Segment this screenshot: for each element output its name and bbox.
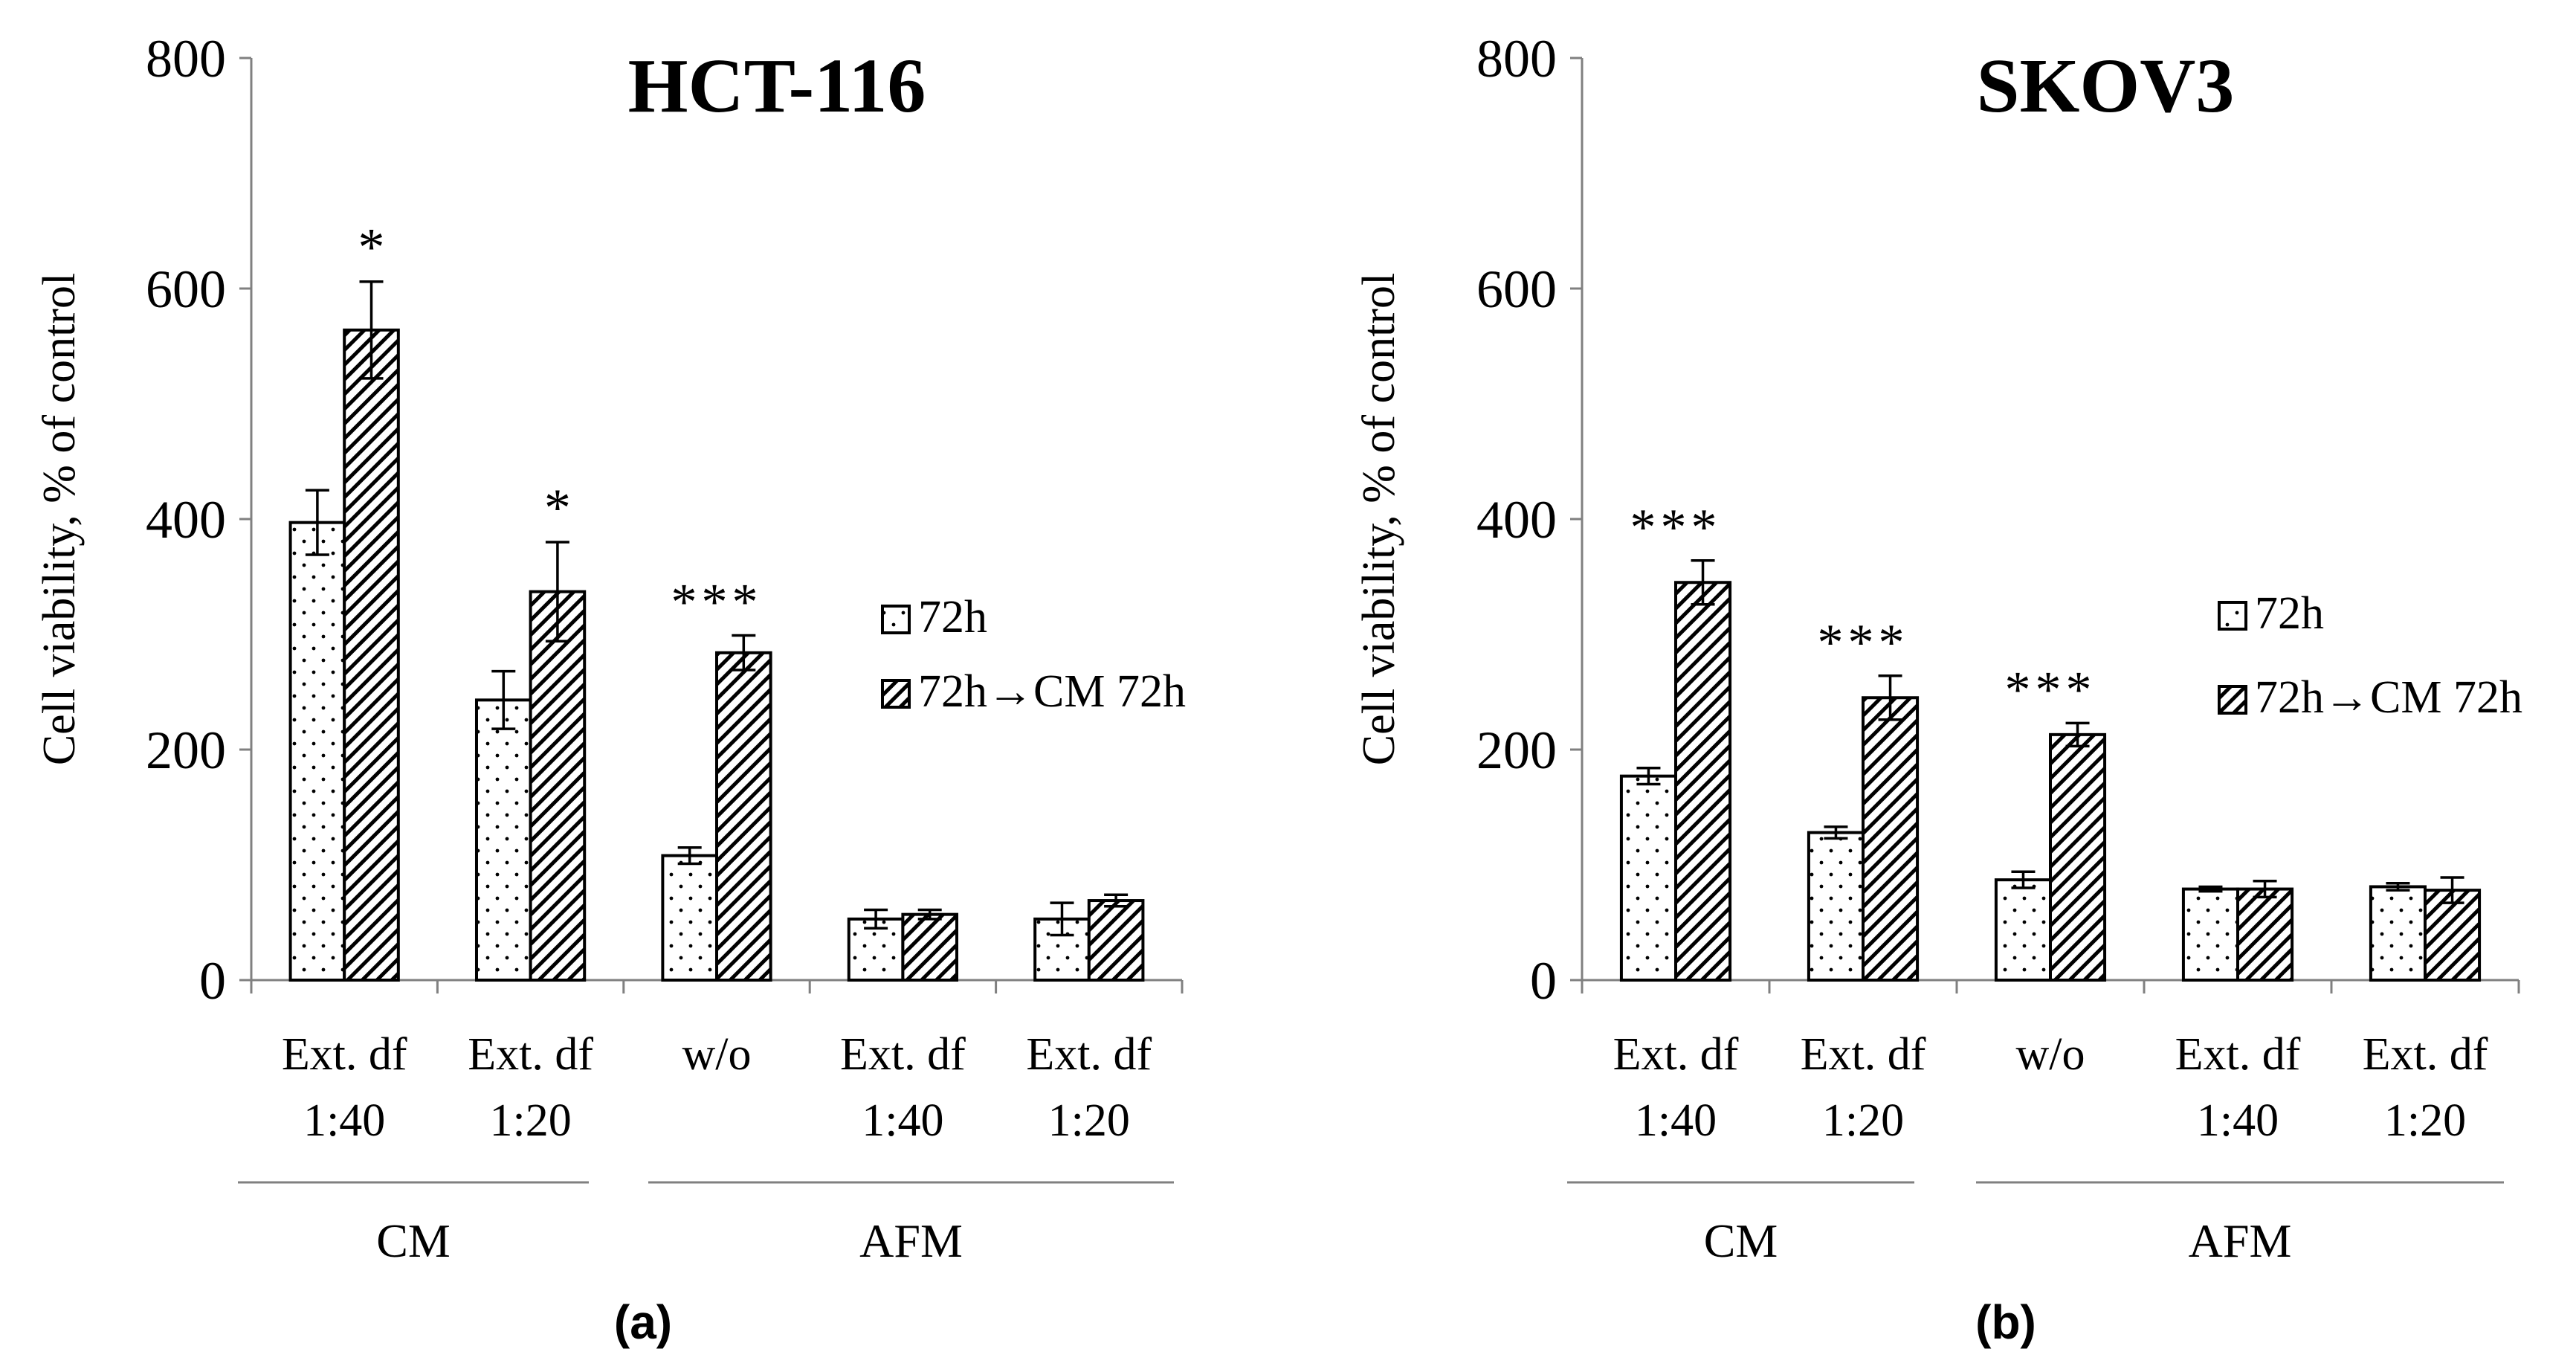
bar (1994, 878, 2052, 982)
category-label-line1: w/o (2016, 1029, 2085, 1080)
bar (1674, 581, 1732, 982)
significance-annotation: * (358, 218, 385, 277)
bar (661, 854, 718, 982)
y-tick-label: 200 (1476, 721, 1557, 780)
category-label-line2: 1:20 (2384, 1095, 2466, 1146)
y-tick-label: 600 (1476, 260, 1557, 319)
group-label: CM (376, 1214, 451, 1267)
chart-panel-a: 0 200 400 600 800 Ext. df 1:40 Ext. df 1:20 w/o Ex… (34, 29, 1186, 1349)
category-label-line2: 1:20 (1822, 1095, 1904, 1146)
significance-annotation: * (544, 478, 571, 538)
category-label-line1: Ext. df (1026, 1029, 1152, 1080)
y-tick-label: 0 (1530, 951, 1557, 1011)
group-label: CM (1704, 1214, 1778, 1267)
bar (1619, 774, 1677, 982)
category-label-line2: 1:40 (1635, 1095, 1717, 1146)
legend-swatch (881, 679, 911, 709)
category-label-line1: Ext. df (1613, 1029, 1739, 1080)
category-label-line2: 1:40 (303, 1095, 385, 1146)
bar (2181, 887, 2239, 982)
bar (2049, 732, 2107, 982)
category-label-line1: w/o (682, 1029, 752, 1080)
y-tick-label: 200 (146, 721, 226, 780)
legend-entry-label: 72h→CM 72h (2255, 672, 2522, 723)
category-label-line1: Ext. df (1801, 1029, 1926, 1080)
legend-entry-label: 72h (918, 592, 987, 642)
bar (343, 328, 400, 982)
chart-title: SKOV3 (1977, 43, 2235, 129)
significance-annotation: *** (2005, 661, 2096, 718)
legend-entry-label: 72h→CM 72h (918, 666, 1186, 717)
y-tick-label: 600 (146, 260, 226, 319)
y-axis-label: Cell viability, % of control (34, 273, 85, 765)
group-label: AFM (859, 1214, 963, 1267)
bar (1087, 899, 1145, 982)
bar (1862, 696, 1920, 982)
bar (288, 521, 346, 982)
significance-annotation: *** (671, 574, 763, 631)
category-label-line2: 1:20 (489, 1095, 571, 1146)
bar (2369, 885, 2427, 982)
bar (715, 651, 772, 982)
y-tick-label: 400 (1476, 490, 1557, 550)
category-label-line2: 1:20 (1048, 1095, 1130, 1146)
bar (529, 590, 587, 982)
significance-annotation: *** (1630, 499, 1722, 556)
chart-panel-b: 0 200 400 600 800 Ext. df 1:40 Ext. df 1:20 w/o Ex… (1354, 29, 2522, 1349)
y-tick-label: 0 (199, 951, 226, 1011)
panel-label: (b) (1975, 1295, 2036, 1349)
category-label-line2: 1:40 (2197, 1095, 2279, 1146)
category-label-line1: Ext. df (282, 1029, 407, 1080)
bar (2236, 887, 2294, 982)
category-label-line1: Ext. df (468, 1029, 593, 1080)
category-label-line1: Ext. df (2363, 1029, 2488, 1080)
chart-title: HCT-116 (628, 43, 926, 129)
bar (1807, 831, 1865, 982)
y-axis-label: Cell viability, % of control (1354, 273, 1404, 765)
category-label-line1: Ext. df (840, 1029, 966, 1080)
category-label-line1: Ext. df (2175, 1029, 2301, 1080)
group-label: AFM (2189, 1214, 2292, 1267)
category-label-line2: 1:40 (862, 1095, 943, 1146)
legend-entry-label: 72h (2255, 588, 2324, 639)
legend-swatch (2218, 685, 2247, 715)
panel-label: (a) (614, 1295, 672, 1349)
significance-annotation: *** (1818, 614, 1909, 671)
legend-swatch (2218, 601, 2247, 631)
y-tick-label: 800 (146, 29, 226, 88)
legend-swatch (881, 605, 911, 634)
bar (474, 698, 532, 982)
bar (901, 912, 959, 982)
bar (2424, 889, 2482, 982)
y-tick-label: 400 (146, 490, 226, 550)
y-tick-label: 800 (1476, 29, 1557, 88)
